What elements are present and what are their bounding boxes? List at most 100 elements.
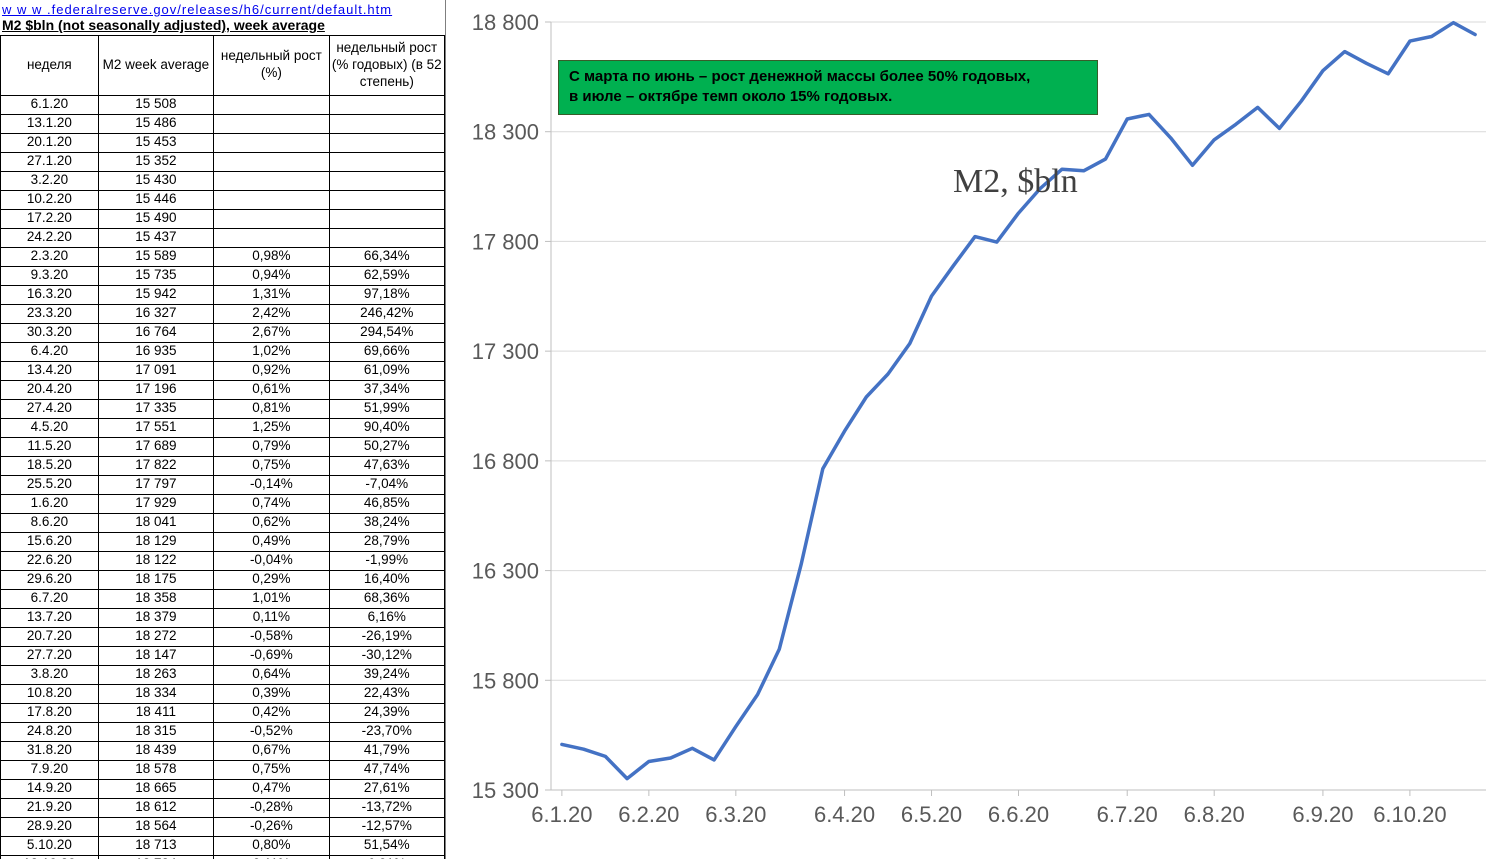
table-cell: 0,39%	[214, 684, 329, 703]
table-cell: 3.2.20	[1, 171, 99, 190]
table-cell: 3.8.20	[1, 665, 99, 684]
table-cell: -13,72%	[329, 798, 444, 817]
table-cell: 17.2.20	[1, 209, 99, 228]
data-table-panel: w w w .federalreserve.gov/releases/h6/cu…	[0, 0, 446, 859]
table-cell	[329, 190, 444, 209]
table-row: 13.7.2018 3790,11%6,16%	[1, 608, 445, 627]
table-cell: 30.3.20	[1, 323, 99, 342]
table-cell: 47,63%	[329, 456, 444, 475]
table-cell: 15 486	[98, 114, 213, 133]
table-cell: 18 734	[98, 855, 213, 859]
table-cell: 0,42%	[214, 703, 329, 722]
table-row: 3.2.2015 430	[1, 171, 445, 190]
table-cell: 1,01%	[214, 589, 329, 608]
table-cell: 22,43%	[329, 684, 444, 703]
table-cell: 23.3.20	[1, 304, 99, 323]
table-row: 3.8.2018 2630,64%39,24%	[1, 665, 445, 684]
table-cell: 24.2.20	[1, 228, 99, 247]
table-cell: 0,92%	[214, 361, 329, 380]
table-cell: 18 439	[98, 741, 213, 760]
table-cell: 246,42%	[329, 304, 444, 323]
table-cell: 9.3.20	[1, 266, 99, 285]
table-row: 20.4.2017 1960,61%37,34%	[1, 380, 445, 399]
table-row: 30.3.2016 7642,67%294,54%	[1, 323, 445, 342]
table-cell: 15.6.20	[1, 532, 99, 551]
table-cell: 17.8.20	[1, 703, 99, 722]
table-cell: 18 578	[98, 760, 213, 779]
table-cell: 21.9.20	[1, 798, 99, 817]
table-row: 6.7.2018 3581,01%68,36%	[1, 589, 445, 608]
table-cell: 2,67%	[214, 323, 329, 342]
table-cell: 28,79%	[329, 532, 444, 551]
table-cell: -0,26%	[214, 817, 329, 836]
table-cell	[329, 95, 444, 114]
table-cell: 0,11%	[214, 608, 329, 627]
table-cell: 46,85%	[329, 494, 444, 513]
x-tick-label: 6.4.20	[814, 802, 875, 827]
table-cell	[329, 133, 444, 152]
table-cell: 69,66%	[329, 342, 444, 361]
x-tick-label: 6.8.20	[1184, 802, 1245, 827]
chart-panel: 15 30015 80016 30016 80017 30017 80018 3…	[446, 0, 1505, 859]
table-cell	[329, 209, 444, 228]
table-row: 16.3.2015 9421,31%97,18%	[1, 285, 445, 304]
table-cell: 15 942	[98, 285, 213, 304]
table-cell: 24,39%	[329, 703, 444, 722]
table-row: 20.1.2015 453	[1, 133, 445, 152]
table-cell: 16.3.20	[1, 285, 99, 304]
table-cell: 294,54%	[329, 323, 444, 342]
table-cell: 1,02%	[214, 342, 329, 361]
table-cell: 13.7.20	[1, 608, 99, 627]
table-cell: 18 315	[98, 722, 213, 741]
table-row: 28.9.2018 564-0,26%-12,57%	[1, 817, 445, 836]
table-cell: 20.4.20	[1, 380, 99, 399]
table-cell: 18 272	[98, 627, 213, 646]
table-cell: -0,14%	[214, 475, 329, 494]
table-cell: 17 689	[98, 437, 213, 456]
table-cell: 20.1.20	[1, 133, 99, 152]
table-cell	[214, 209, 329, 228]
table-cell: 20.7.20	[1, 627, 99, 646]
table-row: 7.9.2018 5780,75%47,74%	[1, 760, 445, 779]
table-cell: 0,98%	[214, 247, 329, 266]
table-cell: 18 147	[98, 646, 213, 665]
y-tick-label: 18 800	[472, 10, 539, 35]
table-cell: 8.6.20	[1, 513, 99, 532]
table-cell: 18 334	[98, 684, 213, 703]
table-cell: 18 665	[98, 779, 213, 798]
table-cell: -26,19%	[329, 627, 444, 646]
table-cell: -0,58%	[214, 627, 329, 646]
table-cell: 68,36%	[329, 589, 444, 608]
table-cell: 6.1.20	[1, 95, 99, 114]
table-cell: 6,16%	[329, 608, 444, 627]
table-cell: 22.6.20	[1, 551, 99, 570]
col-header-m2: M2 week average	[98, 36, 213, 96]
table-cell: 4.5.20	[1, 418, 99, 437]
table-cell	[214, 190, 329, 209]
table-cell: 50,27%	[329, 437, 444, 456]
table-row: 23.3.2016 3272,42%246,42%	[1, 304, 445, 323]
table-cell	[214, 133, 329, 152]
x-tick-label: 6.3.20	[705, 802, 766, 827]
y-tick-label: 15 800	[472, 668, 539, 693]
table-cell: 18 379	[98, 608, 213, 627]
table-cell: 15 589	[98, 247, 213, 266]
table-cell: 17 797	[98, 475, 213, 494]
table-row: 8.6.2018 0410,62%38,24%	[1, 513, 445, 532]
table-cell: 41,79%	[329, 741, 444, 760]
table-cell: -7,04%	[329, 475, 444, 494]
table-cell: 2.3.20	[1, 247, 99, 266]
table-cell: -0,52%	[214, 722, 329, 741]
table-cell: 0,64%	[214, 665, 329, 684]
table-cell: 17 196	[98, 380, 213, 399]
table-cell: 51,99%	[329, 399, 444, 418]
table-cell: 27.7.20	[1, 646, 99, 665]
table-row: 15.6.2018 1290,49%28,79%	[1, 532, 445, 551]
table-cell: 15 490	[98, 209, 213, 228]
table-cell: 15 352	[98, 152, 213, 171]
table-title: M2 $bln (not seasonally adjusted), week …	[0, 17, 445, 35]
table-cell: 18 564	[98, 817, 213, 836]
table-cell: 62,59%	[329, 266, 444, 285]
source-link[interactable]: w w w .federalreserve.gov/releases/h6/cu…	[0, 0, 445, 17]
table-cell: 15 735	[98, 266, 213, 285]
